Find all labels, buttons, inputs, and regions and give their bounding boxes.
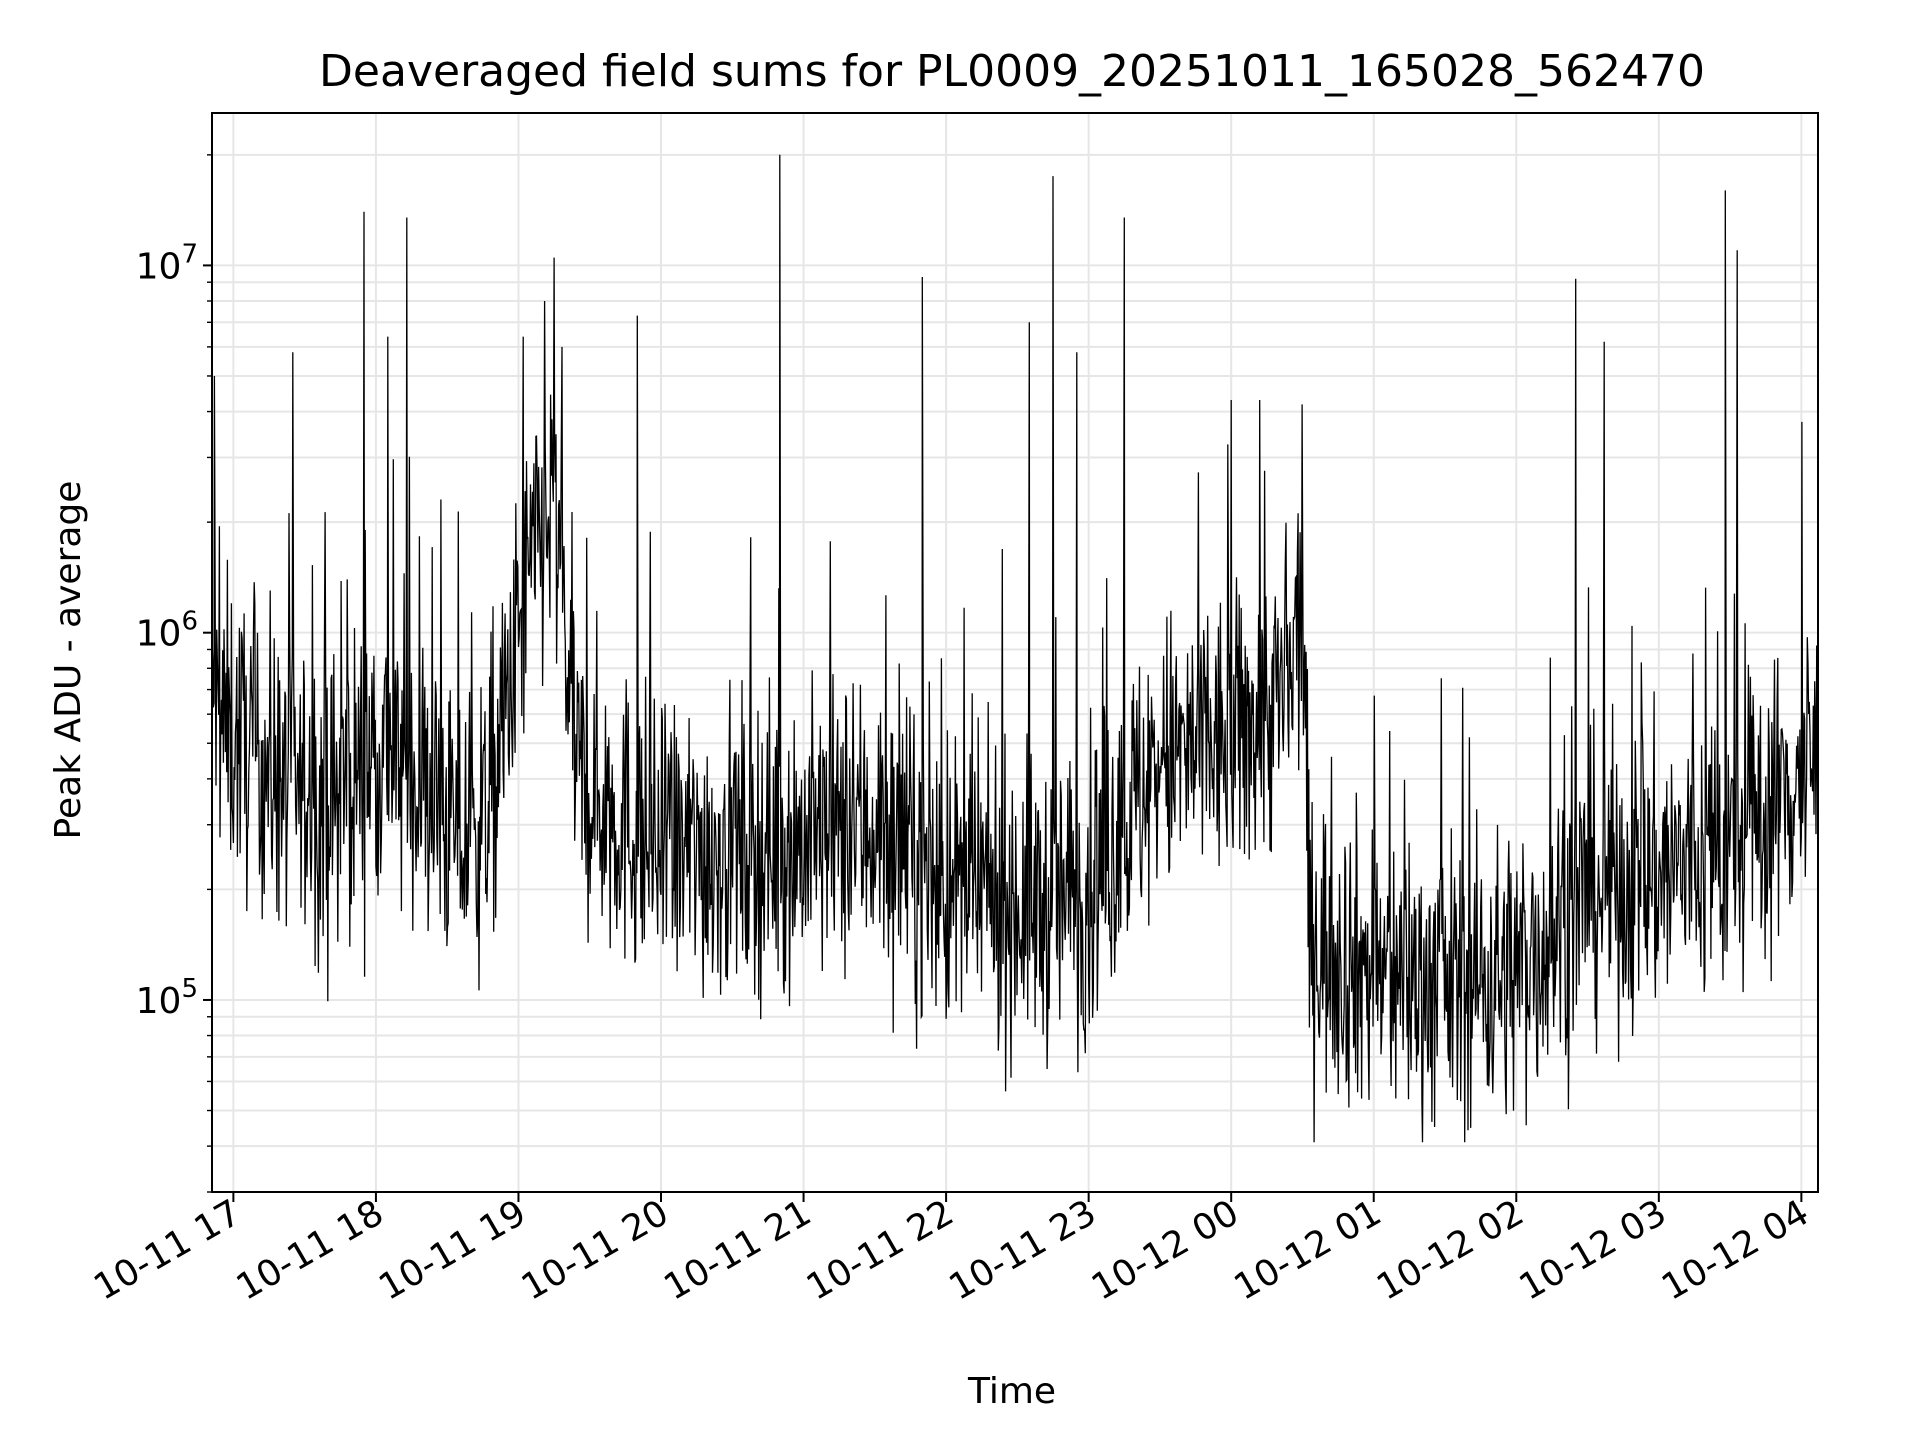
- series-line: [211, 154, 1819, 1143]
- y-axis-label: Peak ADU - average: [48, 481, 89, 840]
- plot-area: [211, 112, 1819, 1193]
- series-layer: [211, 154, 1819, 1143]
- chart-title: Deaveraged field sums for PL0009_2025101…: [319, 46, 1705, 97]
- x-axis-label: Time: [967, 1371, 1056, 1412]
- y-axis: 105 106 107: [136, 154, 212, 1193]
- y-tick-label: 106: [136, 607, 198, 655]
- y-tick-label: 107: [136, 239, 198, 287]
- y-tick-label: 105: [136, 974, 198, 1022]
